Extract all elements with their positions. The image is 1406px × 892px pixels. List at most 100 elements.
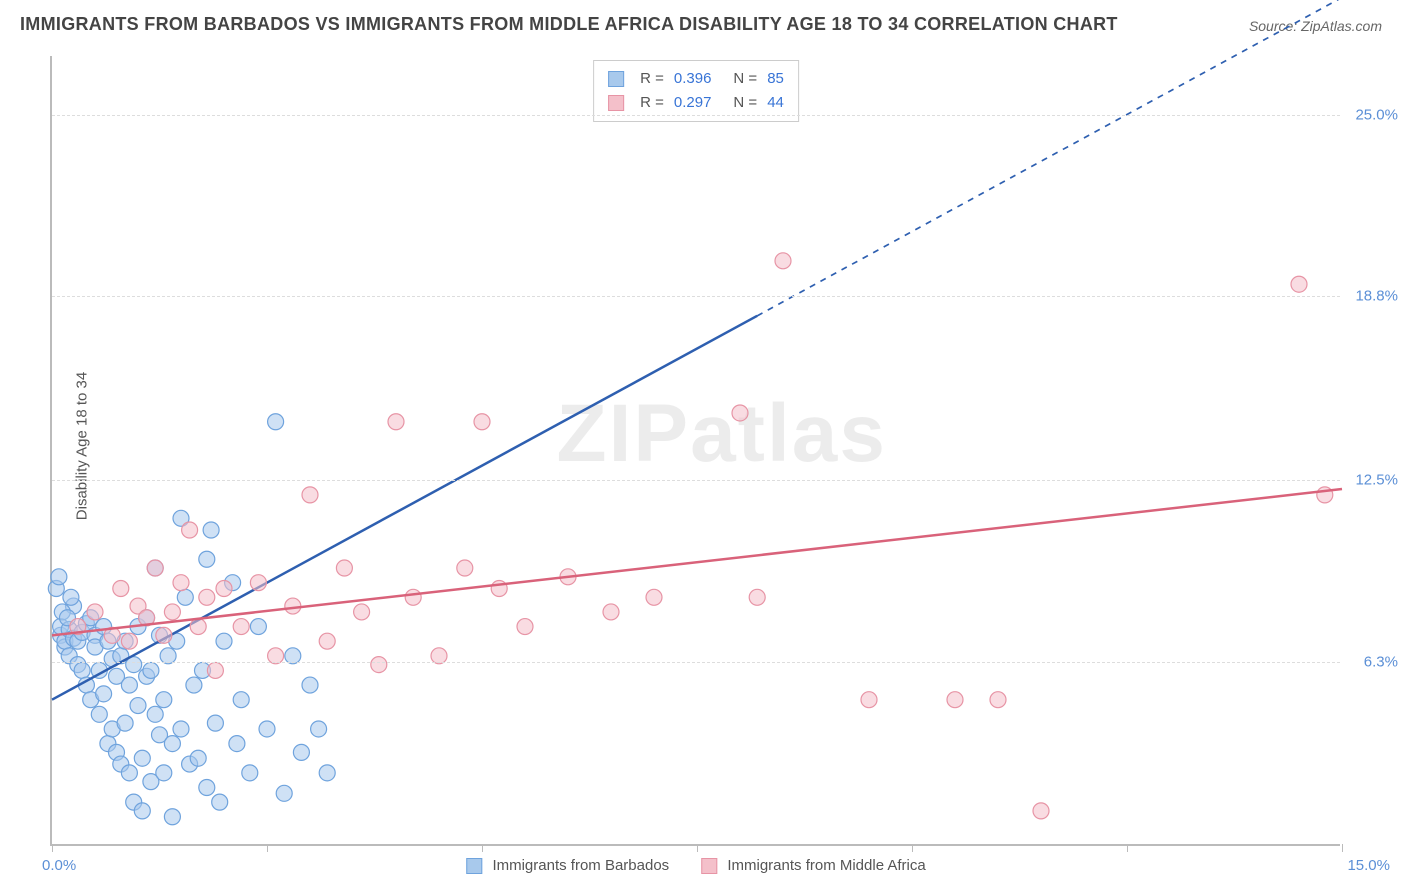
data-point [182, 522, 198, 538]
source-attribution: Source: ZipAtlas.com [1249, 18, 1382, 34]
x-tick [267, 844, 268, 852]
data-point [319, 633, 335, 649]
data-point [173, 575, 189, 591]
data-point [63, 589, 79, 605]
data-point [603, 604, 619, 620]
data-point [732, 405, 748, 421]
data-point [190, 750, 206, 766]
x-tick [912, 844, 913, 852]
y-tick-label: 6.3% [1364, 653, 1398, 670]
data-point [113, 581, 129, 597]
data-point [1291, 276, 1307, 292]
data-point [117, 715, 133, 731]
series-legend: Immigrants from Barbados Immigrants from… [466, 857, 925, 874]
y-tick-label: 18.8% [1355, 287, 1398, 304]
legend-swatch-barbados [466, 858, 482, 874]
data-point [229, 736, 245, 752]
data-point [164, 604, 180, 620]
data-point [990, 692, 1006, 708]
data-point [207, 662, 223, 678]
x-axis-min-label: 0.0% [42, 857, 76, 874]
data-point [457, 560, 473, 576]
n-label: N = [733, 67, 757, 91]
regression-line [52, 489, 1342, 635]
n-value-middle-africa: 44 [767, 91, 784, 115]
data-point [207, 715, 223, 731]
regression-line [52, 316, 757, 700]
data-point [199, 589, 215, 605]
data-point [212, 794, 228, 810]
data-point [74, 662, 90, 678]
data-point [302, 487, 318, 503]
n-value-barbados: 85 [767, 67, 784, 91]
data-point [242, 765, 258, 781]
data-point [87, 604, 103, 620]
legend-item-barbados: Immigrants from Barbados [466, 857, 669, 874]
data-point [216, 581, 232, 597]
x-tick [52, 844, 53, 852]
data-point [91, 706, 107, 722]
data-point [646, 589, 662, 605]
data-point [177, 589, 193, 605]
data-point [130, 698, 146, 714]
data-point [147, 706, 163, 722]
correlation-legend: R = 0.396 N = 85 R = 0.297 N = 44 [593, 60, 799, 122]
legend-label-barbados: Immigrants from Barbados [492, 857, 669, 874]
legend-label-middle-africa: Immigrants from Middle Africa [727, 857, 925, 874]
data-point [947, 692, 963, 708]
data-point [199, 779, 215, 795]
data-point [775, 253, 791, 269]
chart-title: IMMIGRANTS FROM BARBADOS VS IMMIGRANTS F… [20, 14, 1118, 35]
data-point [143, 662, 159, 678]
data-point [861, 692, 877, 708]
data-point [134, 803, 150, 819]
data-point [51, 569, 67, 585]
data-point [164, 809, 180, 825]
data-point [388, 414, 404, 430]
r-label: R = [640, 67, 664, 91]
data-point [156, 765, 172, 781]
x-tick [697, 844, 698, 852]
scatter-plot-svg [52, 56, 1340, 844]
data-point [293, 744, 309, 760]
data-point [156, 692, 172, 708]
data-point [371, 657, 387, 673]
data-point [190, 619, 206, 635]
data-point [156, 627, 172, 643]
regression-line-extrapolated [757, 0, 1342, 316]
legend-item-middle-africa: Immigrants from Middle Africa [701, 857, 926, 874]
data-point [203, 522, 219, 538]
r-value-barbados: 0.396 [674, 67, 712, 91]
data-point [233, 692, 249, 708]
gridline [52, 480, 1340, 481]
legend-row-middle-africa: R = 0.297 N = 44 [608, 91, 784, 115]
data-point [276, 785, 292, 801]
data-point [285, 598, 301, 614]
x-tick [1127, 844, 1128, 852]
gridline [52, 296, 1340, 297]
data-point [121, 633, 137, 649]
data-point [233, 619, 249, 635]
data-point [121, 677, 137, 693]
data-point [259, 721, 275, 737]
data-point [1033, 803, 1049, 819]
data-point [216, 633, 232, 649]
data-point [186, 677, 202, 693]
data-point [405, 589, 421, 605]
data-point [96, 686, 112, 702]
data-point [134, 750, 150, 766]
data-point [311, 721, 327, 737]
data-point [199, 551, 215, 567]
data-point [336, 560, 352, 576]
x-tick [482, 844, 483, 852]
y-tick-label: 25.0% [1355, 106, 1398, 123]
data-point [354, 604, 370, 620]
gridline [52, 662, 1340, 663]
data-point [173, 721, 189, 737]
data-point [268, 414, 284, 430]
x-axis-max-label: 15.0% [1347, 857, 1390, 874]
data-point [517, 619, 533, 635]
data-point [121, 765, 137, 781]
legend-row-barbados: R = 0.396 N = 85 [608, 67, 784, 91]
gridline [52, 115, 1340, 116]
